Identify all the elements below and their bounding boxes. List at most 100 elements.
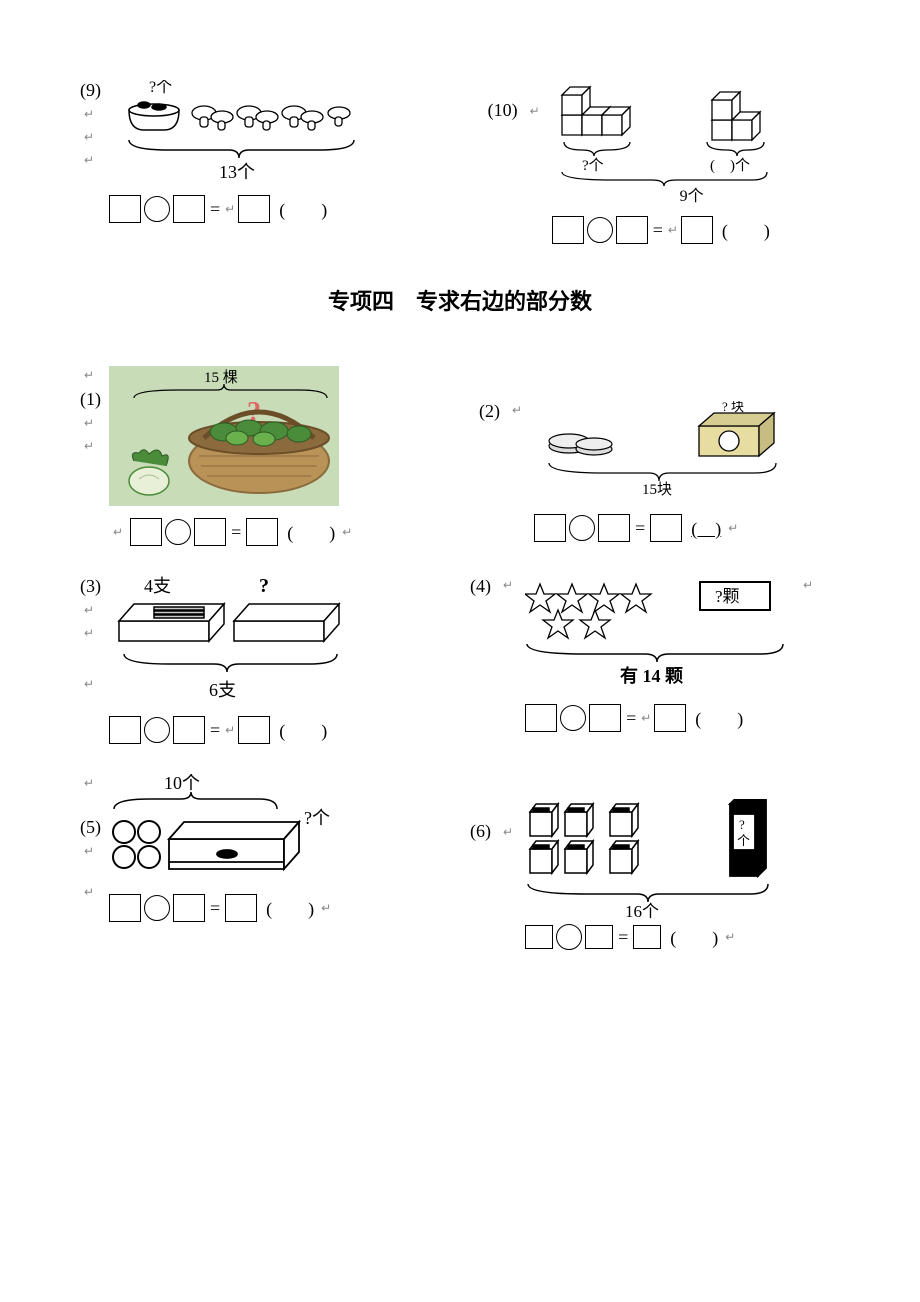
row-3-4: (3) ↵ ↵ ↵ 4支 ?: [80, 576, 840, 744]
problem-1: ↵ (1) ↵ ↵ 15 棵 ?: [80, 366, 459, 546]
equation-row: ↵ = ( ) ↵: [109, 518, 356, 546]
top-row: (9) ↵ ↵ ↵ ?个: [80, 80, 840, 244]
operator-circle: [165, 519, 191, 545]
row-1-2: ↵ (1) ↵ ↵ 15 棵 ?: [80, 366, 840, 546]
return-mark: ↵: [641, 711, 651, 726]
problem-3-number: (3): [80, 576, 101, 597]
operand-box: [109, 894, 141, 922]
result-box: [654, 704, 686, 732]
return-mark: ↵: [503, 578, 513, 593]
problem-1-number: (1): [80, 389, 101, 410]
return-mark: ↵: [512, 403, 522, 418]
problem-10: (10) ↵: [488, 80, 840, 244]
equals-sign: =: [616, 927, 630, 948]
result-box: [225, 894, 257, 922]
return-mark: ↵: [84, 677, 97, 692]
return-mark: ↵: [225, 202, 235, 217]
svg-text:?个: ?个: [304, 808, 330, 828]
unit-paren: ( ): [279, 717, 327, 743]
operand-box: [525, 704, 557, 732]
stars-group: [525, 584, 651, 638]
problem-2-number: (2): [479, 401, 500, 422]
equals-sign: =: [208, 720, 222, 741]
result-box: [246, 518, 278, 546]
equation-row: = ( ) ↵: [525, 924, 805, 950]
operand-box: [589, 704, 621, 732]
svg-text:15 棵: 15 棵: [204, 369, 238, 386]
svg-text:?: ?: [739, 817, 745, 832]
operand-box: [194, 518, 226, 546]
operator-circle: [556, 924, 582, 950]
svg-text:6支: 6支: [209, 680, 236, 700]
svg-text:15块: 15块: [642, 481, 672, 496]
return-mark: ↵: [503, 825, 513, 840]
total-label: 13个: [219, 162, 255, 182]
section-title: 专项四 专求右边的部分数: [80, 284, 840, 316]
problem-6-illustration: ? 个 16个: [525, 799, 805, 919]
problem-10-illustration: ?个 ( )个: [552, 80, 832, 190]
unit-paren: ( ): [266, 895, 314, 921]
return-mark: ↵: [113, 525, 123, 540]
operator-circle: [144, 895, 170, 921]
return-mark: ↵: [342, 525, 352, 540]
box-icon: [699, 413, 774, 456]
return-mark: ↵: [84, 130, 97, 145]
problem-5-illustration: 10个 ?个: [109, 774, 369, 889]
equation-row: = ( ) ↵: [109, 894, 369, 922]
problem-1-illustration: 15 棵 ?: [109, 366, 339, 506]
return-mark: ↵: [668, 223, 678, 238]
problem-4: (4) ↵ ?颗: [470, 576, 840, 732]
operand-box: [585, 925, 613, 949]
equation-row: = ↵ ( ): [552, 216, 832, 244]
unit-paren: ( ): [279, 196, 327, 222]
return-mark: ↵: [530, 104, 540, 119]
return-mark: ↵: [225, 723, 235, 738]
small-boxes-group: [530, 804, 638, 873]
problem-9: (9) ↵ ↵ ↵ ?个: [80, 80, 468, 223]
problem-3: (3) ↵ ↵ ↵ 4支 ?: [80, 576, 450, 744]
operator-circle: [587, 217, 613, 243]
problem-3-illustration: 4支 ?: [109, 576, 349, 711]
return-mark: ↵: [321, 901, 331, 916]
svg-text:4支: 4支: [144, 576, 171, 596]
problem-6-number: (6): [470, 821, 491, 842]
unit-paren: ( ): [691, 515, 721, 541]
operand-box: [173, 716, 205, 744]
return-mark: ↵: [725, 930, 735, 945]
return-mark: ↵: [728, 521, 738, 536]
cabbage-icon: [129, 450, 169, 495]
operator-circle: [144, 196, 170, 222]
problem-10-number: (10): [488, 100, 518, 121]
row-5-6: ↵ (5) ↵ ↵ 10个 ?个: [80, 774, 840, 950]
problem-2: (2) ↵ ? 块: [479, 366, 840, 542]
equals-sign: =: [229, 522, 243, 543]
problem-9-number: (9): [80, 80, 101, 101]
svg-text:有 14 颗: 有 14 颗: [620, 665, 683, 686]
operand-box: [173, 894, 205, 922]
problem-4-illustration: ?颗 有 14 颗: [525, 576, 795, 686]
return-mark: ↵: [84, 153, 97, 168]
svg-text:个: 个: [737, 833, 750, 848]
equals-sign: =: [208, 199, 222, 220]
problem-6: (6) ↵: [470, 774, 840, 950]
operand-box: [109, 716, 141, 744]
result-box: [650, 514, 682, 542]
return-mark: ↵: [84, 107, 97, 122]
return-mark: ↵: [84, 603, 97, 618]
cube-group-right: [712, 92, 760, 140]
svg-text:? 块: ? 块: [722, 401, 744, 414]
items-group: [192, 106, 350, 130]
operand-box: [616, 216, 648, 244]
svg-text:?颗: ?颗: [715, 587, 740, 606]
unit-paren: ( ): [287, 519, 335, 545]
biscuits-icon: [549, 434, 612, 455]
return-mark: ↵: [84, 776, 97, 791]
operand-box: [534, 514, 566, 542]
result-box: [238, 195, 270, 223]
equals-sign: =: [651, 220, 665, 241]
equation-row: = ↵ ( ): [109, 195, 359, 223]
result-box: [633, 925, 661, 949]
operand-box: [173, 195, 205, 223]
problem-5: ↵ (5) ↵ ↵ 10个 ?个: [80, 774, 450, 922]
cube-group-left: [562, 87, 630, 135]
